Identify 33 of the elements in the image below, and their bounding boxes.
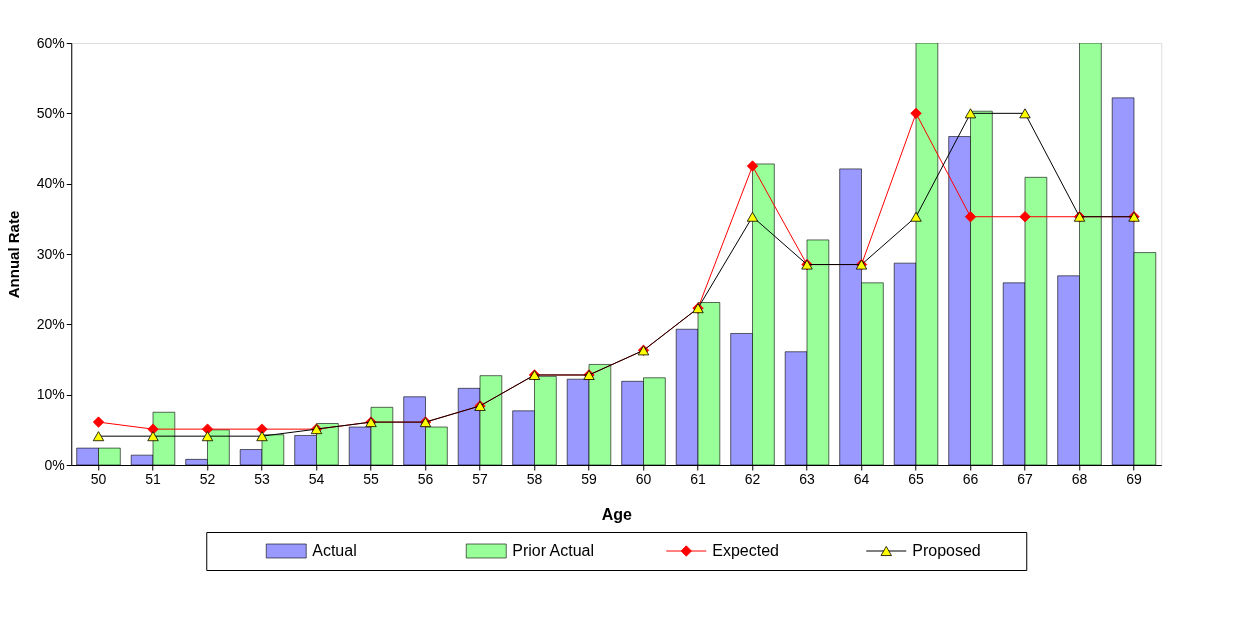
x-tick-label: 51 bbox=[145, 470, 161, 487]
x-tick-label: 50 bbox=[90, 470, 107, 487]
x-tick-label: 55 bbox=[363, 470, 379, 487]
x-tick-label: 65 bbox=[908, 470, 924, 487]
x-tick-label: 63 bbox=[799, 470, 815, 487]
y-tick-label: 50% bbox=[36, 104, 65, 121]
x-tick-label: 53 bbox=[254, 470, 270, 487]
y-axis-title: Annual Rate bbox=[4, 210, 22, 299]
x-tick-label: 66 bbox=[962, 470, 979, 487]
x-tick-label: 54 bbox=[308, 470, 325, 487]
legend-label: Proposed bbox=[912, 542, 981, 559]
y-tick-label: 40% bbox=[36, 175, 65, 192]
x-tick-label: 69 bbox=[1126, 470, 1142, 487]
x-tick-label: 60 bbox=[635, 470, 652, 487]
y-tick-label: 0% bbox=[44, 456, 65, 473]
x-tick-label: 61 bbox=[690, 470, 706, 487]
x-tick-label: 64 bbox=[853, 470, 870, 487]
x-tick-label: 59 bbox=[581, 470, 597, 487]
legend-label: Actual bbox=[312, 542, 357, 559]
x-tick-label: 67 bbox=[1017, 470, 1033, 487]
y-tick-label: 60% bbox=[36, 34, 65, 51]
x-tick-label: 57 bbox=[472, 470, 488, 487]
y-tick-label: 30% bbox=[36, 245, 65, 262]
x-axis-title: Age bbox=[601, 505, 632, 523]
y-tick-label: 10% bbox=[36, 386, 65, 403]
x-tick-label: 68 bbox=[1071, 470, 1088, 487]
x-tick-label: 56 bbox=[417, 470, 434, 487]
legend-label: Prior Actual bbox=[512, 542, 595, 559]
x-tick-label: 52 bbox=[199, 470, 216, 487]
x-tick-label: 58 bbox=[526, 470, 543, 487]
legend-label: Expected bbox=[712, 542, 779, 559]
y-tick-label: 20% bbox=[36, 315, 65, 332]
x-tick-label: 62 bbox=[744, 470, 761, 487]
